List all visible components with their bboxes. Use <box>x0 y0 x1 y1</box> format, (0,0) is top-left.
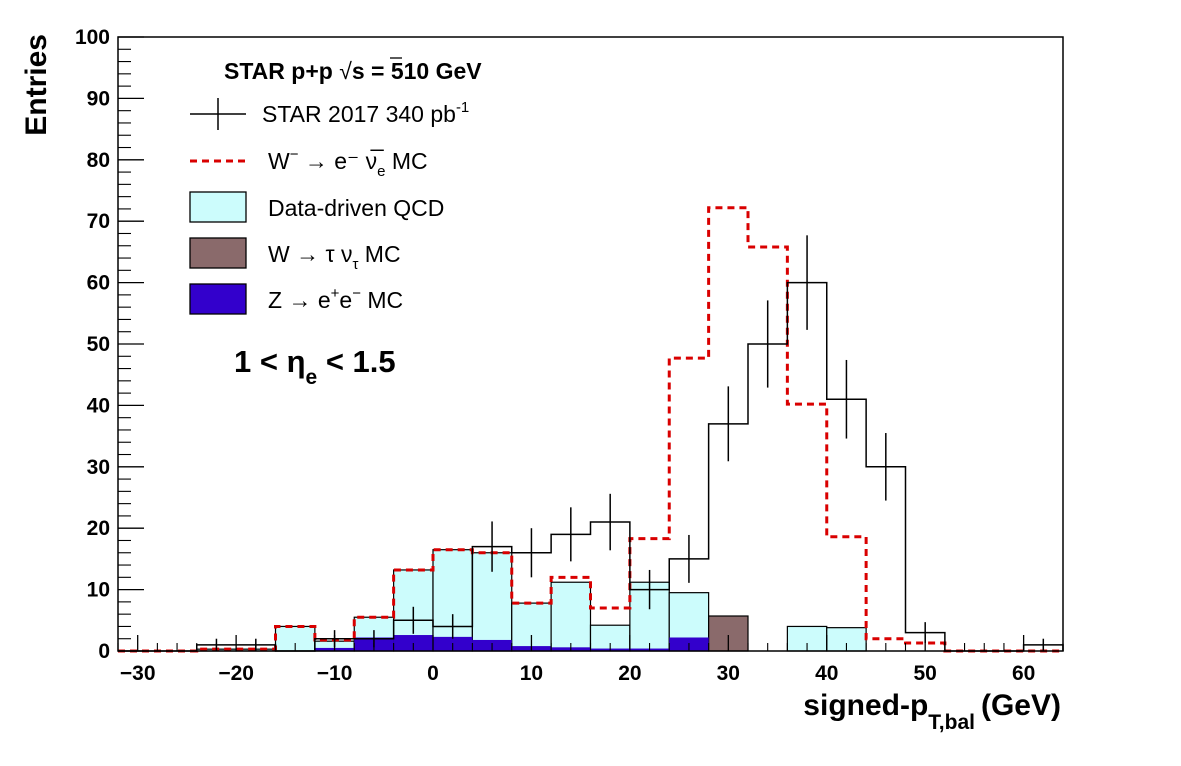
chart-header: STAR p+p √s = 510 GeV <box>224 58 482 84</box>
x-axis-label: signed-pT,bal(GeV) <box>803 689 1061 734</box>
legend-label-w-mc: W− → e⁻ ν̅e MC <box>268 146 428 180</box>
x-tick-label: 40 <box>815 662 838 685</box>
y-tick-label: 10 <box>87 579 110 602</box>
y-tick-label: 90 <box>87 87 110 110</box>
legend-entry-data: STAR 2017 340 pb-1 <box>190 98 469 130</box>
y-tick-label: 60 <box>87 272 110 295</box>
legend-swatch-tau <box>189 237 247 269</box>
legend-entry-w-mc: W− → e⁻ ν̅e MC <box>190 146 428 180</box>
y-tick-label: 0 <box>98 640 110 663</box>
legend-label-tau: W → τ ντ MC <box>268 241 401 273</box>
y-tick-label: 40 <box>87 394 110 417</box>
eta-annotation: 1 < ηe < 1.5 <box>234 344 396 389</box>
x-tick-label: 30 <box>717 662 740 685</box>
legend-label-qcd: Data-driven QCD <box>268 195 444 221</box>
legend-label-z: Z → e+e− MC <box>268 285 403 313</box>
y-axis-ticks: 0 10 20 30 40 50 60 70 80 90 100 <box>75 26 144 663</box>
x-tick-label: 10 <box>520 662 543 685</box>
y-tick-label: 70 <box>87 210 110 233</box>
legend-entry-tau: W → τ ντ MC <box>189 237 401 273</box>
x-axis-ticks: −30 −20 −10 0 10 20 30 40 50 60 <box>117 635 1064 685</box>
y-tick-label: 100 <box>75 26 110 49</box>
legend-swatch-z <box>189 283 247 315</box>
legend-label-data: STAR 2017 340 pb-1 <box>262 99 469 127</box>
x-tick-label: −30 <box>120 662 156 685</box>
y-tick-label: 20 <box>87 517 110 540</box>
legend-swatch-qcd <box>189 191 247 223</box>
qcd-bar <box>550 581 592 652</box>
legend-entry-qcd: Data-driven QCD <box>189 191 444 223</box>
y-tick-label: 30 <box>87 456 110 479</box>
x-tick-label: −10 <box>317 662 353 685</box>
legend-entry-z: Z → e+e− MC <box>189 283 403 315</box>
x-tick-label: 60 <box>1012 662 1035 685</box>
w-mc-line <box>118 206 1063 653</box>
x-tick-label: 0 <box>427 662 439 685</box>
legend: STAR 2017 340 pb-1 W− → e⁻ ν̅e MC Data-d… <box>189 98 469 315</box>
y-axis-label: Entries <box>20 34 53 136</box>
y-tick-label: 80 <box>87 149 110 172</box>
y-tick-label: 50 <box>87 333 110 356</box>
x-tick-label: −20 <box>218 662 254 685</box>
x-tick-label: 50 <box>914 662 937 685</box>
x-tick-label: 20 <box>618 662 641 685</box>
mc-line-layer <box>118 206 1063 653</box>
